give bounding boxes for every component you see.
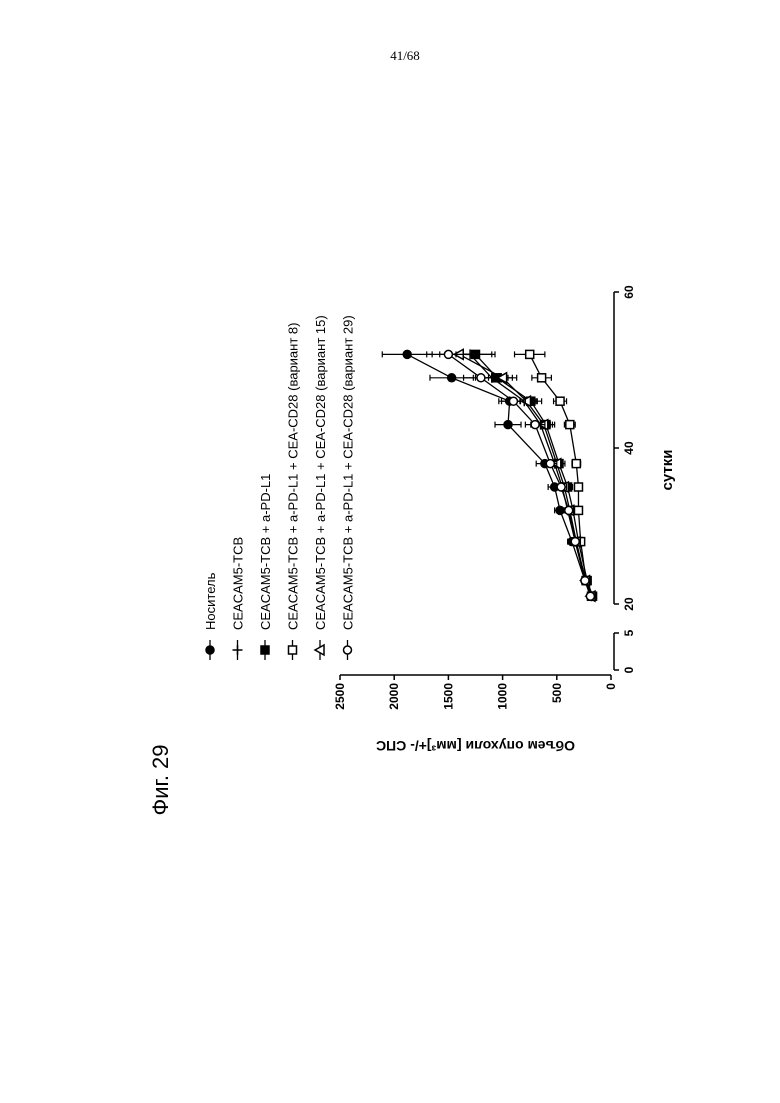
page: 41/68 Фиг. 29 0 500 1000 1500 2000 2500 Объем … (0, 0, 780, 1103)
rotated-chart: Фиг. 29 0 500 1000 1500 2000 2500 Объем опухол… (148, 285, 676, 816)
y-tick-label: 2000 (387, 683, 401, 710)
marker (571, 538, 579, 546)
y-tick-label: 1000 (496, 683, 510, 710)
legend-label: CEACAM5-TCB + a-PD-L1 + CEA-CD28 (вариан… (313, 315, 328, 630)
marker (444, 350, 452, 358)
marker (574, 483, 582, 491)
marker (572, 460, 580, 468)
y-axis-label: Объем опухоли [мм³]+/- СПС (376, 738, 575, 754)
x-tick-label: 0 (622, 666, 636, 673)
x-axis-label: сутки (659, 450, 676, 491)
legend-label: CEACAM5-TCB (231, 537, 246, 630)
marker (574, 506, 582, 514)
x-tick-label: 20 (622, 597, 636, 611)
marker (289, 646, 297, 654)
legend-label: CEACAM5-TCB + a-PD-L1 (258, 474, 273, 630)
x-tick-label: 40 (622, 441, 636, 455)
marker (403, 350, 411, 358)
legend-label: Носитель (203, 572, 218, 630)
marker (477, 374, 485, 382)
figure-label: Фиг. 29 (148, 744, 173, 815)
marker (261, 646, 269, 654)
marker (538, 374, 546, 382)
series-line (476, 354, 593, 596)
marker (566, 421, 574, 429)
marker (581, 577, 589, 585)
marker (526, 350, 534, 358)
page-number: 41/68 (390, 48, 420, 63)
series-line (448, 354, 590, 596)
legend-label: CEACAM5-TCB + a-PD-L1 + CEA-CD28 (вариан… (286, 323, 301, 630)
x-tick-label: 5 (622, 629, 636, 636)
series-line (470, 354, 591, 596)
y-tick-label: 2500 (333, 683, 347, 710)
marker (344, 646, 352, 654)
marker (509, 397, 517, 405)
x-tick-label: 60 (622, 285, 636, 299)
series-line (459, 354, 591, 596)
y-tick-label: 1500 (441, 683, 455, 710)
marker (448, 374, 456, 382)
marker (556, 397, 564, 405)
legend-label: CEACAM5-TCB + a-PD-L1 + CEA-CD28 (вариан… (341, 315, 356, 630)
marker (546, 460, 554, 468)
marker (504, 421, 512, 429)
marker (586, 592, 594, 600)
marker (557, 483, 565, 491)
marker (531, 421, 539, 429)
y-tick-label: 0 (604, 683, 618, 690)
marker (233, 645, 243, 655)
marker (206, 646, 214, 654)
y-tick-label: 500 (550, 683, 564, 703)
marker (565, 506, 573, 514)
